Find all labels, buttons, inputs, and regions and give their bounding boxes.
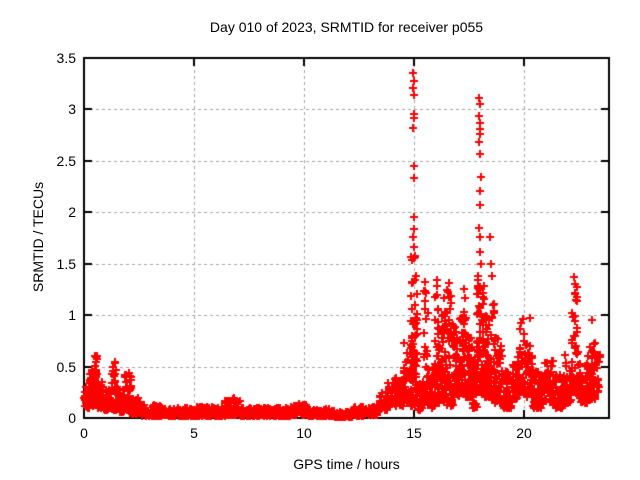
y-tick-label: 2 bbox=[68, 204, 76, 220]
x-axis-label: GPS time / hours bbox=[293, 456, 400, 472]
x-tick-label: 20 bbox=[516, 425, 532, 441]
chart-title: Day 010 of 2023, SRMTID for receiver p05… bbox=[209, 19, 484, 35]
y-tick-label: 0 bbox=[68, 410, 76, 426]
y-tick-label: 1 bbox=[68, 307, 76, 323]
y-tick-label: 0.5 bbox=[56, 359, 76, 375]
x-tick-label: 0 bbox=[80, 425, 88, 441]
x-tick-label: 10 bbox=[296, 425, 312, 441]
y-tick-label: 1.5 bbox=[56, 256, 76, 272]
y-tick-label: 3 bbox=[68, 101, 76, 117]
y-tick-label: 2.5 bbox=[56, 153, 76, 169]
x-tick-label: 5 bbox=[190, 425, 198, 441]
x-tick-label: 15 bbox=[406, 425, 422, 441]
y-tick-label: 3.5 bbox=[56, 50, 76, 66]
